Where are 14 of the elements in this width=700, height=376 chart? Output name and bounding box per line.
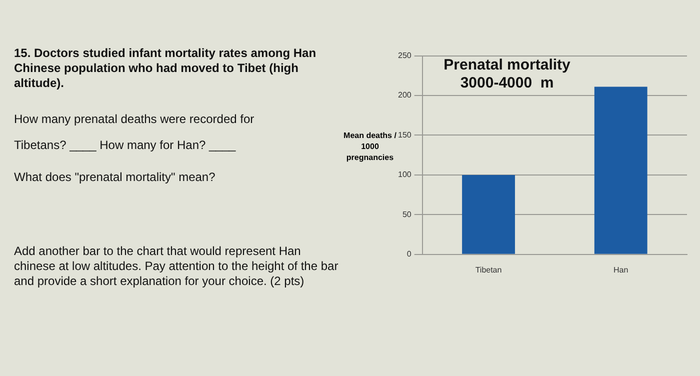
y-tick-label: 250 bbox=[398, 51, 412, 60]
y-tick-label: 150 bbox=[398, 130, 412, 140]
x-tick-label: Han bbox=[613, 265, 628, 274]
text: What does "prenatal mortality" mean? bbox=[14, 170, 216, 185]
text: 15. Doctors studied infant mortality rates among Han Chinese population who had moved to Tibet (high altitude). bbox=[14, 46, 318, 91]
text: Add another bar to the chart that would represent Han chinese at low altitudes. Pay attention to the height of the bar and provide a short explanation for your choice. (2 pts) bbox=[14, 244, 340, 289]
text: Prenatal mortality 3000-4000 m bbox=[444, 56, 572, 92]
y-tick-label: 50 bbox=[402, 210, 412, 219]
x-tick-label: Tibetan bbox=[475, 265, 502, 274]
y-tick-label: 0 bbox=[406, 250, 412, 259]
y-axis-title: Mean deaths / 1000 pregnancies bbox=[344, 131, 396, 162]
text: How many prenatal deaths were recorded for Tibetans? ____ How many for Han? ____ bbox=[14, 111, 256, 154]
y-tick-label: 200 bbox=[398, 90, 412, 100]
y-tick-label: 100 bbox=[398, 170, 412, 180]
